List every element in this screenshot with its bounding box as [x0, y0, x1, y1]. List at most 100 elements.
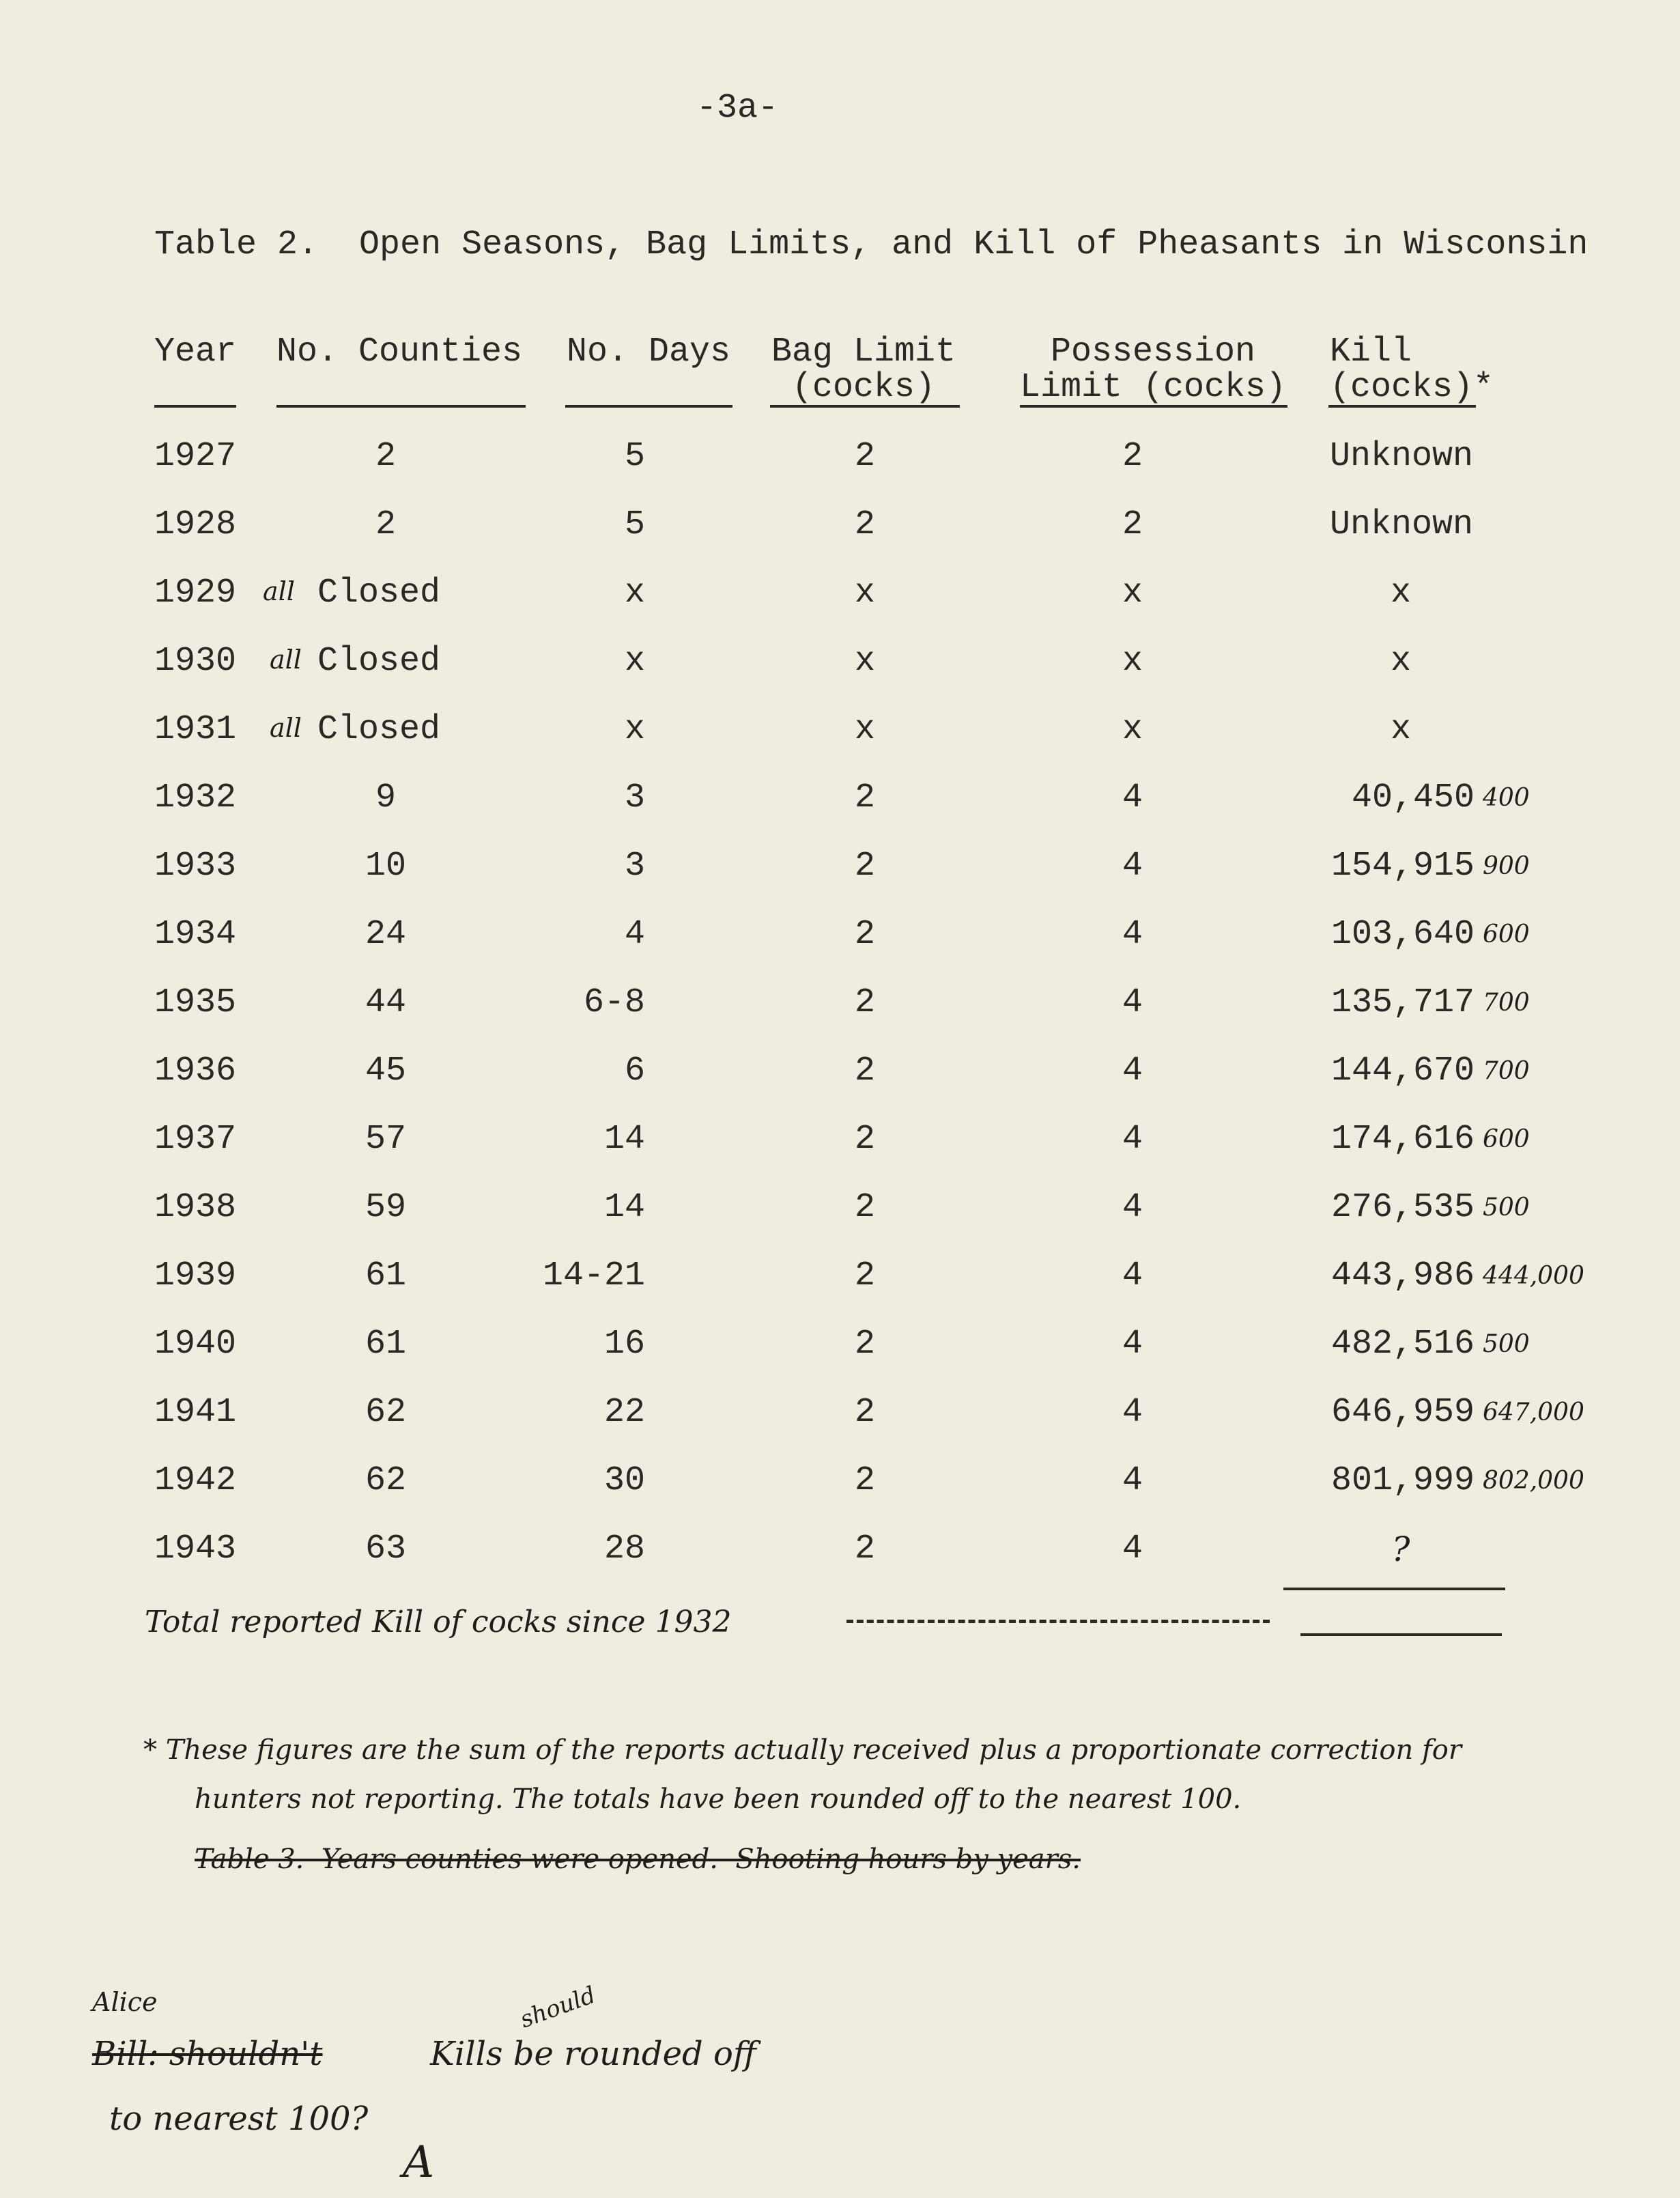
cell-possession-limit: x [1122, 574, 1143, 612]
cell-kill-rounded-note: 600 [1483, 920, 1530, 948]
cell-year: 1928 [154, 505, 237, 544]
cell-counties-prefix: all [270, 645, 302, 675]
cell-days: 6-8 [583, 983, 645, 1022]
cell-days: x [624, 710, 646, 749]
cell-kill-rounded-note: 700 [1483, 989, 1530, 1017]
cell-year: 1938 [154, 1188, 237, 1227]
header-days: No. Days [567, 333, 731, 371]
header-possession-line2: Limit (cocks) [1020, 368, 1287, 407]
cell-counties: 2 [375, 505, 397, 544]
cell-bag-limit: 2 [854, 1256, 876, 1295]
cell-days: 14-21 [542, 1256, 645, 1295]
cell-possession-limit: x [1122, 710, 1143, 749]
cell-year: 1935 [154, 983, 237, 1022]
note-insert-name: Alice [92, 1987, 158, 2017]
cell-days: x [624, 642, 646, 681]
cell-kill: 276,535 [1330, 1188, 1475, 1227]
cell-kill: 174,616 [1330, 1120, 1475, 1159]
cell-counties: 10 [365, 847, 407, 886]
cell-bag-limit: 2 [854, 1393, 876, 1432]
cell-days: 16 [603, 1325, 645, 1364]
cell-kill-rounded-note: 500 [1483, 1194, 1530, 1222]
cell-days: 14 [603, 1188, 645, 1227]
footnote-line1: * These figures are the sum of the repor… [143, 1734, 1462, 1766]
cell-kill-rounded-note: 802,000 [1483, 1467, 1584, 1495]
cell-days: 30 [603, 1461, 645, 1500]
kill-total-top-rule [1283, 1588, 1505, 1590]
cell-kill: Unknown [1330, 437, 1474, 476]
cell-counties-prefix: all [263, 576, 295, 606]
underline-year [154, 405, 236, 408]
cell-bag-limit: 2 [854, 778, 876, 817]
cell-counties-prefix: all [270, 713, 302, 743]
cell-year: 1939 [154, 1256, 237, 1295]
header-counties: No. Counties [276, 333, 523, 371]
cell-days: 28 [603, 1530, 645, 1568]
cell-bag-limit: 2 [854, 847, 876, 886]
cell-counties: 24 [365, 915, 407, 954]
cell-possession-limit: 4 [1122, 1188, 1143, 1227]
note-line2: to nearest 100? [109, 2100, 369, 2138]
cell-year: 1941 [154, 1393, 237, 1432]
cell-year: 1936 [154, 1052, 237, 1090]
note-insert-word: should [516, 1981, 599, 2034]
cell-kill: 103,640 [1330, 915, 1475, 954]
cell-counties: 63 [365, 1530, 407, 1568]
cell-possession-limit: 2 [1122, 505, 1143, 544]
header-bag-limit-line1: Bag Limit [771, 333, 956, 371]
cell-kill-rounded-note: 444,000 [1483, 1262, 1584, 1290]
cell-days: 3 [624, 847, 645, 886]
cell-kill: 40,450 [1351, 778, 1475, 817]
cell-bag-limit: 2 [854, 1120, 876, 1159]
cell-bag-limit: 2 [854, 1052, 876, 1090]
cell-counties: 2 [375, 437, 397, 476]
cell-year: 1942 [154, 1461, 237, 1500]
cell-kill: 144,670 [1330, 1052, 1475, 1090]
cell-year: 1933 [154, 847, 237, 886]
cell-kill-rounded-note: 700 [1483, 1057, 1530, 1085]
cell-bag-limit: 2 [854, 505, 876, 544]
cell-possession-limit: 4 [1122, 778, 1143, 817]
cell-possession-limit: 4 [1122, 915, 1143, 954]
cell-bag-limit: 2 [854, 915, 876, 954]
header-bag-limit: Bag Limit (cocks) [771, 335, 956, 406]
cell-kill-rounded-note: 600 [1483, 1125, 1530, 1153]
cell-year: 1930 [154, 642, 237, 681]
cell-year: 1940 [154, 1325, 237, 1364]
cell-possession-limit: 4 [1122, 1461, 1143, 1500]
cell-days: 3 [624, 778, 645, 817]
cell-possession-limit: 4 [1122, 983, 1143, 1022]
cell-possession-limit: 4 [1122, 1052, 1143, 1090]
underline-kill [1328, 405, 1476, 408]
cell-days: 4 [624, 915, 645, 954]
cell-possession-limit: 4 [1122, 1325, 1143, 1364]
cell-possession-limit: 4 [1122, 1120, 1143, 1159]
cell-bag-limit: x [854, 574, 876, 612]
cell-possession-limit: 2 [1122, 437, 1143, 476]
footnote-line2: hunters not reporting. The totals have b… [195, 1784, 1242, 1815]
cell-counties: 59 [365, 1188, 407, 1227]
cell-year: 1931 [154, 710, 237, 749]
cell-counties: 61 [365, 1256, 407, 1295]
cell-kill: 443,986 [1330, 1256, 1475, 1295]
total-dashes [846, 1620, 1270, 1623]
cell-counties: 62 [365, 1393, 407, 1432]
header-bag-limit-line2: (cocks) [792, 368, 936, 407]
total-value-rule [1300, 1633, 1502, 1636]
cell-counties: Closed [317, 710, 441, 749]
cell-year: 1932 [154, 778, 237, 817]
header-kill: Kill (cocks)* [1330, 335, 1494, 406]
cell-possession-limit: 4 [1122, 847, 1143, 886]
cell-possession-limit: x [1122, 642, 1143, 681]
cell-counties: Closed [317, 574, 441, 612]
cell-counties: 57 [365, 1120, 407, 1159]
cell-days: 5 [624, 437, 645, 476]
cell-kill: 482,516 [1330, 1325, 1475, 1364]
cell-days: 22 [603, 1393, 645, 1432]
cell-bag-limit: x [854, 642, 876, 681]
cell-kill-rounded-note: 647,000 [1483, 1398, 1584, 1426]
cell-kill-rounded-note: 900 [1483, 852, 1530, 880]
note-initials: A [403, 2137, 435, 2188]
cell-counties: Closed [317, 642, 441, 681]
cell-kill: 135,717 [1330, 983, 1475, 1022]
